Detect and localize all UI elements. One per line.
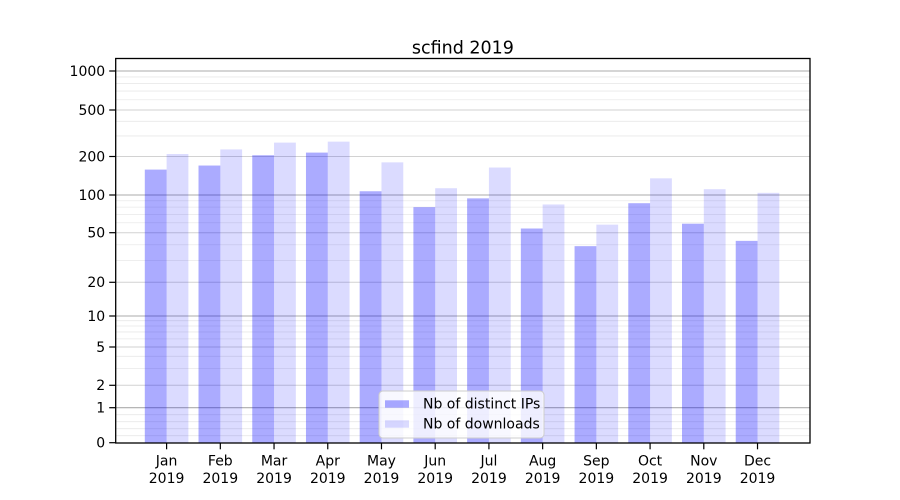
bar-distinct-ips-jun (413, 207, 436, 443)
bar-downloads-jan (166, 154, 189, 443)
bar-distinct-ips-jan (144, 169, 167, 444)
y-tick-label: 5 (96, 340, 105, 356)
y-tick-label: 20 (87, 275, 105, 291)
x-tick-label-month: Oct (638, 454, 663, 470)
x-tick-label-month: Dec (744, 454, 771, 470)
y-tick-label: 0 (96, 436, 105, 452)
y-tick-label: 500 (78, 103, 105, 119)
bar-downloads-mar (274, 142, 296, 443)
bar-downloads-may (381, 162, 404, 443)
bar-distinct-ips-sep (574, 246, 597, 443)
y-tick-label: 10 (87, 309, 105, 325)
bar-distinct-ips-dec (735, 240, 758, 443)
x-tick-label-month: Jan (155, 454, 178, 470)
x-tick-label-month: Feb (208, 454, 233, 470)
legend-swatch-distinct-ips (385, 400, 409, 408)
bar-downloads-jul (488, 167, 511, 443)
y-tick-label: 200 (78, 149, 105, 165)
x-tick-label-month: Aug (529, 454, 556, 470)
y-tick-label: 100 (78, 188, 105, 204)
bar-downloads-apr (327, 141, 350, 443)
y-tick-label: 1000 (70, 64, 106, 80)
legend-label-downloads: Nb of downloads (423, 417, 540, 433)
x-tick-label-month: Mar (261, 454, 288, 470)
x-tick-label-year: 2019 (364, 471, 400, 487)
bar-distinct-ips-mar (252, 155, 275, 444)
bar-distinct-ips-aug (520, 228, 543, 443)
x-tick-label-month: Sep (583, 454, 610, 470)
bar-distinct-ips-may (359, 191, 382, 443)
y-tick-label: 50 (87, 226, 105, 242)
x-tick-label-month: Jul (479, 454, 497, 470)
legend: Nb of distinct IPs Nb of downloads (378, 390, 545, 439)
bar-downloads-dec (757, 192, 780, 443)
legend-label-distinct-ips: Nb of distinct IPs (423, 397, 540, 413)
bar-downloads-jun (435, 188, 457, 443)
y-tick-label: 2 (96, 378, 105, 394)
bar-downloads-feb (220, 149, 243, 443)
bar-distinct-ips-feb (198, 165, 221, 443)
chart-title: scfind 2019 (412, 39, 514, 59)
bar-distinct-ips-jul (467, 198, 489, 443)
bar-distinct-ips-nov (682, 223, 704, 443)
x-tick-label-year: 2019 (417, 471, 453, 487)
x-tick-label-year: 2019 (579, 471, 615, 487)
gridlines-layer (115, 70, 810, 437)
x-tick-label-year: 2019 (310, 471, 346, 487)
bar-downloads-oct (650, 178, 672, 444)
bar-distinct-ips-oct (628, 203, 651, 443)
x-tick-label-year: 2019 (525, 471, 561, 487)
x-tick-label-year: 2019 (202, 471, 238, 487)
x-tick-label-year: 2019 (740, 471, 776, 487)
x-tick-label-month: Apr (316, 454, 340, 470)
legend-swatch-downloads (385, 420, 409, 428)
bar-downloads-aug (542, 204, 565, 443)
bar-distinct-ips-apr (305, 152, 328, 444)
legend-box (378, 390, 545, 439)
x-tick-label-year: 2019 (686, 471, 722, 487)
plot-frame (115, 57, 811, 444)
axes-layer: 01251020501002005001000Jan2019Feb2019Mar… (70, 64, 776, 487)
bar-downloads-nov (703, 189, 726, 443)
bar-downloads-sep (596, 224, 619, 443)
x-tick-label-month: Nov (690, 454, 717, 470)
bars-layer (144, 141, 780, 444)
x-tick-label-year: 2019 (471, 471, 507, 487)
y-tick-label: 1 (96, 401, 105, 417)
x-tick-label-year: 2019 (632, 471, 668, 487)
x-tick-label-month: Jun (423, 454, 446, 470)
x-tick-label-year: 2019 (149, 471, 185, 487)
x-tick-label-month: May (367, 454, 396, 470)
x-tick-label-year: 2019 (256, 471, 292, 487)
